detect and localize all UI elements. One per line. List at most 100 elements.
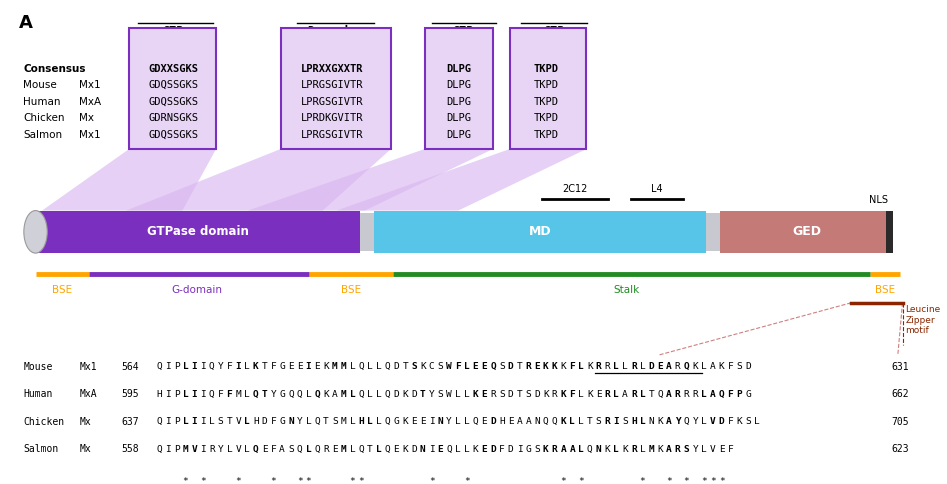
- Text: F: F: [271, 444, 277, 454]
- Text: E: E: [438, 444, 443, 454]
- Text: N: N: [534, 417, 540, 426]
- Text: K: K: [622, 444, 628, 454]
- Text: N: N: [420, 444, 425, 454]
- Bar: [360, 213, 374, 251]
- Text: G: G: [745, 390, 751, 399]
- Text: *: *: [429, 477, 435, 484]
- Text: 623: 623: [891, 444, 909, 454]
- Text: L: L: [306, 417, 312, 426]
- Text: E: E: [314, 362, 320, 371]
- Text: S: S: [438, 390, 443, 399]
- Text: L: L: [464, 362, 470, 371]
- Text: L: L: [349, 390, 355, 399]
- Text: L: L: [579, 417, 584, 426]
- Text: E: E: [288, 362, 294, 371]
- Text: F: F: [569, 390, 575, 399]
- Text: 637: 637: [121, 417, 139, 426]
- Text: E: E: [481, 417, 487, 426]
- Text: L: L: [376, 390, 382, 399]
- Text: TKPD: TKPD: [534, 130, 559, 140]
- Text: Y: Y: [692, 417, 698, 426]
- Text: BSE: BSE: [341, 285, 361, 295]
- Text: R: R: [209, 444, 215, 454]
- Bar: [706, 213, 720, 251]
- Text: H: H: [253, 417, 259, 426]
- Text: Mouse: Mouse: [24, 80, 57, 90]
- Text: S: S: [438, 362, 443, 371]
- Text: Y: Y: [271, 390, 277, 399]
- Text: Q: Q: [491, 362, 496, 371]
- Text: S: S: [737, 362, 742, 371]
- Text: D: D: [745, 362, 751, 371]
- Text: L: L: [622, 362, 628, 371]
- Text: E: E: [296, 362, 303, 371]
- Text: DLPG: DLPG: [447, 113, 472, 123]
- Text: E: E: [508, 417, 513, 426]
- Text: Salmon: Salmon: [24, 130, 63, 140]
- Text: A: A: [19, 14, 32, 32]
- Text: R: R: [323, 444, 329, 454]
- Text: K: K: [657, 417, 663, 426]
- Bar: [36, 211, 360, 253]
- Text: E: E: [261, 444, 267, 454]
- Text: Q: Q: [384, 390, 390, 399]
- Text: R: R: [604, 417, 610, 426]
- Text: *: *: [183, 477, 188, 484]
- Text: V: V: [235, 444, 241, 454]
- Text: Q: Q: [253, 444, 259, 454]
- Text: S: S: [684, 444, 689, 454]
- Text: T: T: [649, 390, 654, 399]
- Text: S: S: [288, 444, 294, 454]
- Text: Q: Q: [543, 417, 548, 426]
- Text: Q: Q: [156, 362, 162, 371]
- Text: L: L: [226, 444, 232, 454]
- Text: Mx1: Mx1: [80, 362, 98, 372]
- Text: Y: Y: [429, 390, 435, 399]
- Text: Y: Y: [218, 444, 223, 454]
- Text: R: R: [684, 390, 689, 399]
- Text: *: *: [561, 477, 566, 484]
- Text: NLS: NLS: [869, 195, 888, 205]
- Text: Q: Q: [552, 417, 558, 426]
- Text: L: L: [349, 444, 355, 454]
- Text: D: D: [534, 390, 540, 399]
- Text: L: L: [569, 417, 575, 426]
- Text: K: K: [561, 390, 566, 399]
- Text: I: I: [191, 417, 197, 426]
- Text: *: *: [701, 477, 707, 484]
- Text: K: K: [587, 362, 593, 371]
- Text: Q: Q: [587, 444, 593, 454]
- Text: A: A: [279, 444, 285, 454]
- Text: S: S: [411, 362, 417, 371]
- Text: Y: Y: [296, 417, 303, 426]
- Text: G: G: [279, 390, 285, 399]
- Text: A: A: [666, 390, 671, 399]
- Text: L: L: [349, 417, 355, 426]
- Text: LPRXXGXXTR: LPRXXGXXTR: [301, 63, 364, 74]
- Text: Mx: Mx: [80, 113, 95, 123]
- Text: I: I: [614, 417, 619, 426]
- Text: E: E: [332, 444, 338, 454]
- Text: V: V: [710, 417, 716, 426]
- Text: Human: Human: [24, 97, 61, 107]
- Text: A: A: [666, 417, 671, 426]
- Text: *: *: [719, 477, 724, 484]
- Text: N: N: [649, 417, 654, 426]
- Text: K: K: [402, 390, 408, 399]
- Text: Q: Q: [296, 444, 303, 454]
- Text: LPRDKGVITR: LPRDKGVITR: [301, 113, 364, 123]
- Text: R: R: [596, 362, 601, 371]
- Text: 2C12: 2C12: [563, 184, 588, 194]
- Text: BSE: BSE: [875, 285, 895, 295]
- Text: Q: Q: [657, 390, 663, 399]
- Text: E: E: [473, 362, 478, 371]
- Text: R: R: [491, 390, 496, 399]
- Text: T: T: [261, 390, 267, 399]
- Text: Dynamin: Dynamin: [307, 25, 357, 38]
- Text: N: N: [438, 417, 443, 426]
- Text: A: A: [561, 444, 566, 454]
- Text: F: F: [226, 390, 232, 399]
- Text: K: K: [552, 362, 558, 371]
- Text: Leucine
Zipper
motif: Leucine Zipper motif: [905, 305, 940, 335]
- Text: D: D: [508, 362, 513, 371]
